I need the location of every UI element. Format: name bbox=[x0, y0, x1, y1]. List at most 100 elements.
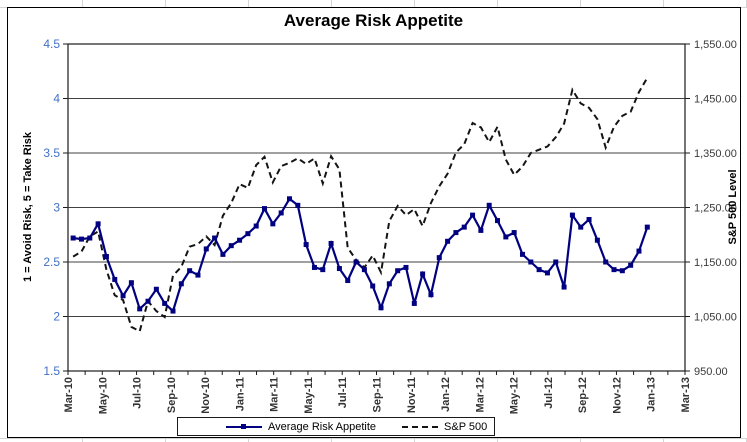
series-risk-appetite-marker bbox=[95, 221, 101, 227]
series-risk-appetite-marker bbox=[370, 283, 376, 289]
series-risk-appetite-marker bbox=[137, 306, 143, 312]
x-tick-label: May-10 bbox=[97, 377, 109, 414]
legend-label-risk-appetite: Average Risk Appetite bbox=[268, 420, 377, 433]
series-risk-appetite-marker bbox=[203, 246, 209, 252]
series-risk-appetite-marker bbox=[178, 281, 184, 287]
series-risk-appetite-marker bbox=[295, 202, 301, 208]
x-tick-label: Jul-10 bbox=[132, 377, 144, 409]
series-risk-appetite-marker bbox=[386, 281, 392, 287]
x-tick-label: Mar-10 bbox=[63, 377, 75, 412]
series-risk-appetite-marker bbox=[503, 234, 509, 240]
y-right-tick-label: 1,050.00 bbox=[694, 312, 737, 324]
series-risk-appetite-marker bbox=[578, 224, 584, 230]
series-risk-appetite-marker bbox=[145, 298, 151, 304]
x-tick-label: Sep-12 bbox=[577, 377, 589, 413]
x-tick-label: Nov-12 bbox=[611, 377, 623, 414]
series-risk-appetite-marker bbox=[470, 212, 476, 218]
series-risk-appetite-marker bbox=[195, 272, 201, 278]
series-risk-appetite-marker bbox=[187, 268, 193, 274]
series-risk-appetite-marker bbox=[361, 267, 367, 273]
legend-entry-sp500: S&P 500 bbox=[402, 421, 487, 433]
series-risk-appetite-marker bbox=[162, 300, 168, 306]
spreadsheet-gridlines-bottom bbox=[0, 438, 747, 442]
series-risk-appetite-marker bbox=[420, 271, 426, 277]
series-risk-appetite-marker bbox=[103, 254, 109, 260]
x-tick-label: Sep-11 bbox=[372, 377, 384, 412]
y-right-tick-label: 1,350.00 bbox=[694, 148, 737, 160]
series-risk-appetite-marker bbox=[253, 223, 259, 229]
series-risk-appetite-marker bbox=[611, 267, 617, 273]
series-risk-appetite-marker bbox=[245, 231, 251, 237]
y-left-tick-label: 2.5 bbox=[43, 255, 60, 269]
series-risk-appetite-marker bbox=[170, 308, 176, 314]
series-risk-appetite-marker bbox=[378, 305, 384, 311]
chart-title: Average Risk Appetite bbox=[283, 11, 464, 30]
series-risk-appetite-marker bbox=[220, 251, 226, 257]
x-tick-label: Mar-11 bbox=[269, 377, 281, 412]
x-tick-label: Nov-10 bbox=[200, 377, 212, 414]
series-risk-appetite-marker bbox=[644, 224, 650, 230]
y-right-tick-label: 1,550.00 bbox=[694, 39, 737, 51]
series-risk-appetite-marker bbox=[619, 268, 625, 274]
x-tick-label: May-12 bbox=[509, 377, 521, 414]
series-risk-appetite-marker bbox=[395, 268, 401, 274]
y-right-tick-label: 950.00 bbox=[694, 366, 728, 378]
y-right-tick-label: 1,250.00 bbox=[694, 203, 737, 215]
series-risk-appetite-line bbox=[72, 197, 649, 314]
y-left-tick-label: 4 bbox=[53, 92, 60, 106]
series-risk-appetite-marker bbox=[262, 206, 268, 212]
left-axis-title: 1 = Avoid Risk, 5 = Take Risk bbox=[22, 132, 34, 282]
legend-label-sp500: S&P 500 bbox=[444, 420, 488, 433]
series-risk-appetite-marker bbox=[353, 259, 359, 265]
series-risk-appetite-marker bbox=[445, 238, 451, 244]
series-risk-appetite-marker bbox=[120, 293, 126, 299]
y-left-tick-label: 1.5 bbox=[43, 364, 60, 378]
series-risk-appetite-marker bbox=[278, 210, 284, 216]
y-left-tick-label: 3 bbox=[53, 201, 60, 215]
series-risk-appetite-marker bbox=[478, 227, 484, 233]
x-tick-label: Mar-12 bbox=[474, 377, 486, 412]
x-tick-label: Nov-11 bbox=[406, 377, 418, 413]
series-risk-appetite-marker bbox=[594, 237, 600, 243]
series-risk-appetite-marker bbox=[212, 235, 218, 241]
y-right-tick-label: 1,450.00 bbox=[694, 94, 737, 106]
legend-entry-risk-appetite: Average Risk Appetite bbox=[226, 421, 376, 433]
series-risk-appetite-marker bbox=[303, 242, 309, 248]
series-risk-appetite-marker bbox=[311, 264, 317, 270]
series-risk-appetite-marker bbox=[544, 270, 550, 276]
series-risk-appetite-marker bbox=[128, 280, 134, 286]
series-risk-appetite-marker bbox=[112, 276, 118, 282]
series-risk-appetite-marker bbox=[511, 230, 517, 236]
series-risk-appetite-marker bbox=[436, 255, 442, 261]
series-risk-appetite-marker bbox=[453, 230, 459, 236]
series-risk-appetite-marker bbox=[87, 235, 93, 241]
x-tick-label: Jul-11 bbox=[337, 377, 349, 408]
series-risk-appetite-marker bbox=[286, 196, 292, 202]
x-tick-label: Jan-12 bbox=[440, 377, 452, 412]
right-axis-title: S&P 500 Level bbox=[727, 169, 739, 245]
legend-line-sample-sp500 bbox=[402, 425, 439, 428]
y-left-tick-label: 4.5 bbox=[43, 37, 60, 51]
series-risk-appetite-marker bbox=[78, 236, 84, 242]
series-risk-appetite-marker bbox=[237, 237, 243, 243]
series-risk-appetite-marker bbox=[336, 266, 342, 272]
x-tick-label: Sep-10 bbox=[166, 377, 178, 413]
x-tick-label: Jul-12 bbox=[543, 377, 555, 409]
series-risk-appetite-marker bbox=[528, 259, 534, 265]
x-tick-label: May-11 bbox=[303, 377, 315, 414]
x-tick-label: Jan-11 bbox=[234, 377, 246, 411]
y-left-tick-label: 2 bbox=[53, 310, 60, 324]
series-risk-appetite-marker bbox=[461, 224, 467, 230]
series-risk-appetite-marker bbox=[270, 221, 276, 227]
series-risk-appetite-marker bbox=[603, 259, 609, 265]
series-risk-appetite-marker bbox=[70, 235, 76, 241]
series-risk-appetite-marker bbox=[628, 262, 634, 268]
series-risk-appetite-marker bbox=[328, 240, 334, 246]
series-risk-appetite-marker bbox=[636, 248, 642, 254]
series-risk-appetite-marker bbox=[428, 292, 434, 298]
y-left-tick-label: 3.5 bbox=[43, 146, 60, 160]
x-tick-label: Jan-13 bbox=[646, 377, 658, 412]
series-risk-appetite-marker bbox=[553, 259, 559, 265]
series-risk-appetite-marker bbox=[403, 264, 409, 270]
